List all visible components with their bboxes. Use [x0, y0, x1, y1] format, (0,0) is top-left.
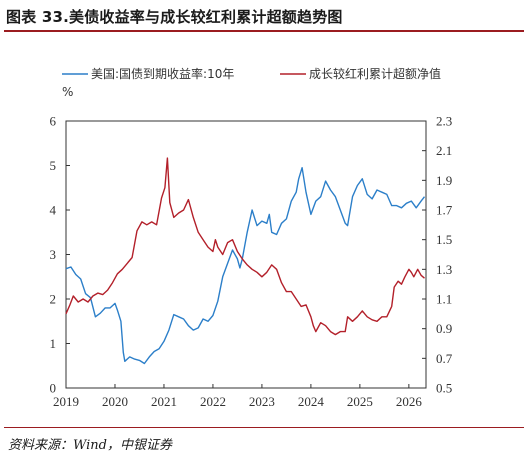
x-tick-label: 2024	[298, 394, 325, 409]
right-tick-label: 2.1	[436, 143, 452, 158]
left-tick-label: 3	[50, 247, 57, 262]
x-tick-label: 2026	[396, 394, 423, 409]
right-tick-label: 1.5	[436, 232, 452, 247]
left-tick-label: 6	[50, 114, 57, 129]
left-tick-label: 2	[50, 292, 57, 307]
right-tick-label: 1.3	[436, 262, 452, 277]
chart-legend: 美国:国债到期收益率:10年 成长较红利累计超额净值 %	[62, 66, 441, 99]
x-tick-label: 2020	[102, 394, 128, 409]
legend-label-yield: 美国:国债到期收益率:10年	[91, 66, 234, 81]
left-tick-label: 0	[50, 381, 57, 396]
right-tick-label: 0.9	[436, 321, 452, 336]
series-line-0	[65, 167, 426, 365]
x-tick-label: 2022	[200, 394, 226, 409]
x-tick-label: 2019	[53, 394, 79, 409]
x-axis: 2019 2020 2021 2022 2023 2024 2025 2026	[53, 384, 422, 409]
left-axis-unit: %	[62, 85, 73, 99]
series-lines	[65, 157, 426, 365]
title-rule	[4, 30, 524, 32]
left-tick-label: 1	[50, 336, 57, 351]
x-tick-label: 2021	[151, 394, 177, 409]
legend-label-excess: 成长较红利累计超额净值	[309, 66, 441, 81]
right-tick-label: 0.5	[436, 381, 452, 396]
series-line-1	[65, 157, 425, 336]
source-rule	[4, 427, 524, 428]
page-title: 图表 33.美债收益率与成长较红利累计超额趋势图	[6, 8, 343, 26]
x-tick-label: 2025	[347, 394, 373, 409]
x-tick-label: 2023	[249, 394, 275, 409]
right-tick-label: 1.9	[436, 173, 452, 188]
right-tick-label: 0.7	[436, 351, 453, 366]
source-note: 资料来源：Wind，中银证券	[8, 438, 172, 453]
left-tick-label: 4	[50, 203, 57, 218]
right-tick-label: 1.7	[436, 203, 453, 218]
left-tick-label: 5	[50, 158, 57, 173]
right-tick-label: 1.1	[436, 292, 452, 307]
plot-frame	[65, 120, 427, 389]
right-axis: 0.5 0.7 0.9 1.1 1.3 1.5 1.7 1.9 2.1 2.3	[422, 114, 453, 396]
left-axis: 0 1 2 3 4 5 6	[50, 114, 70, 396]
right-tick-label: 2.3	[436, 114, 452, 129]
